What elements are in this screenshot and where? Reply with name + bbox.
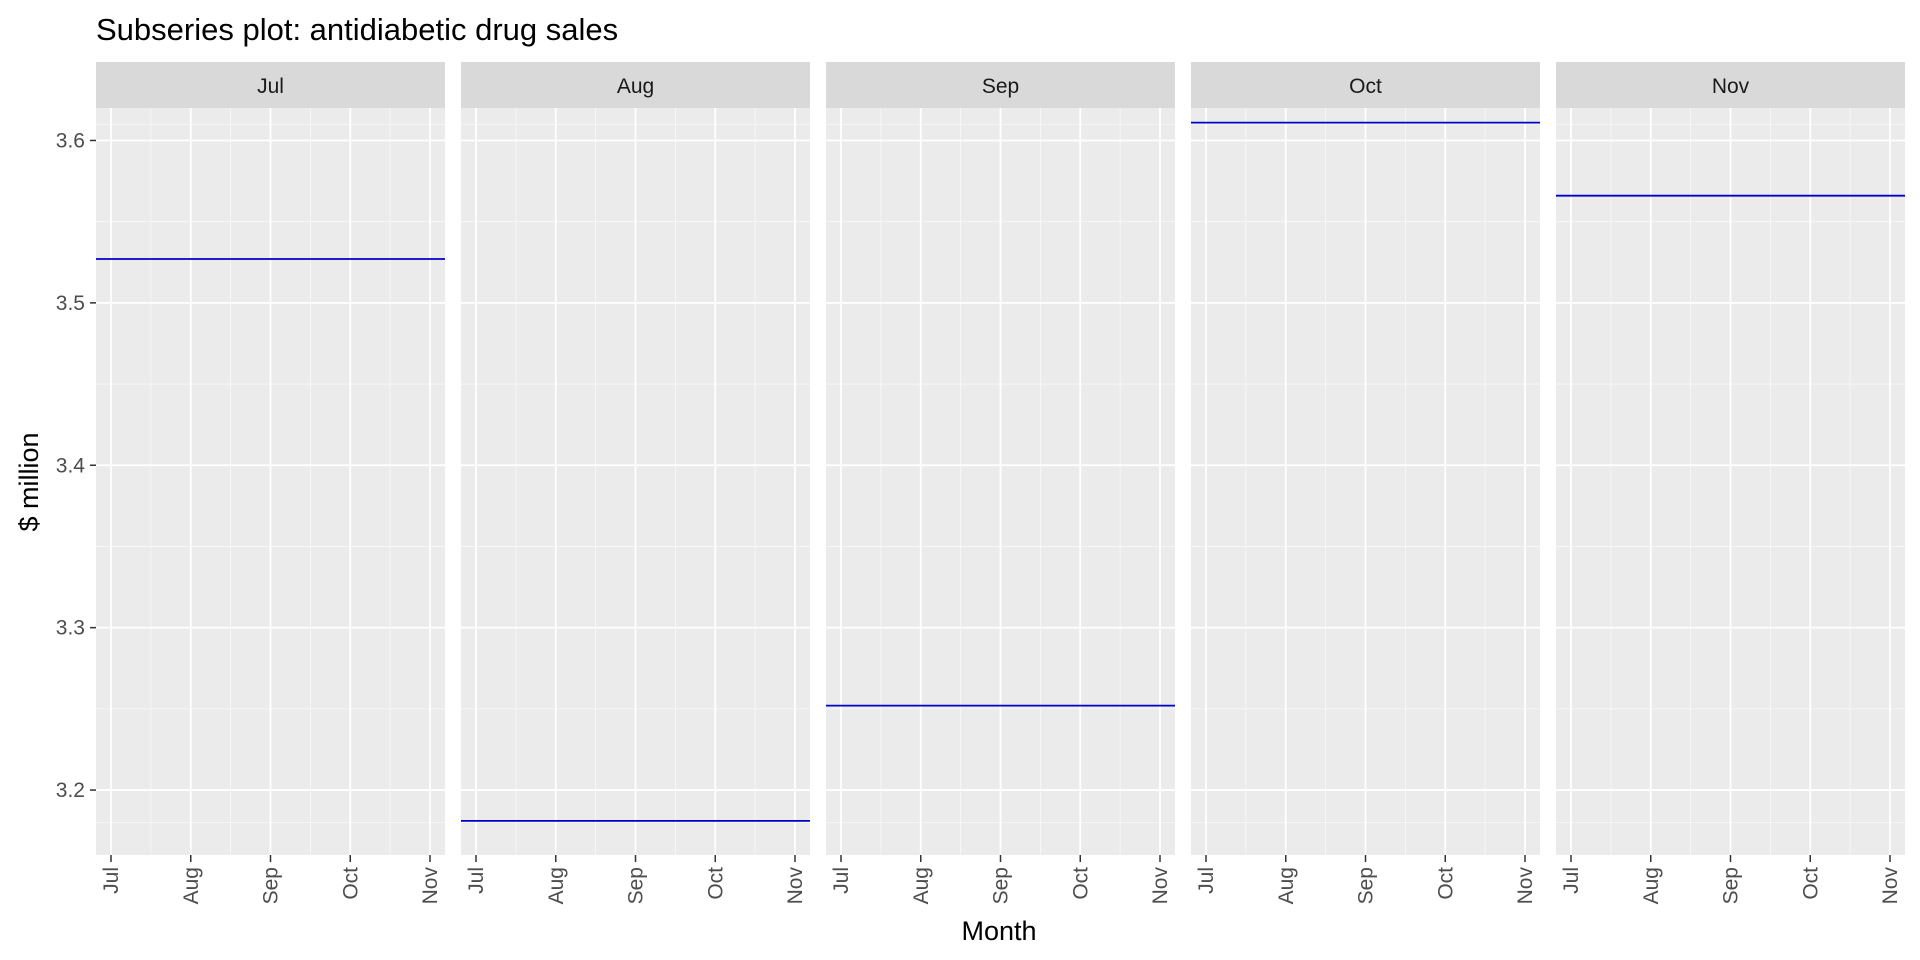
facet-panel-sep: Sep Jul Aug Sep Oct Nov bbox=[826, 62, 1175, 904]
y-tick-label: 3.2 bbox=[56, 779, 85, 802]
x-tick-label: Oct bbox=[1069, 867, 1092, 900]
x-tick-label: Nov bbox=[1514, 867, 1537, 905]
x-tick-label: Nov bbox=[1149, 867, 1172, 905]
x-tick-label: Aug bbox=[1640, 867, 1663, 904]
x-tick-label: Jul bbox=[1560, 867, 1583, 894]
x-tick-label: Oct bbox=[339, 867, 362, 900]
y-tick-label: 3.6 bbox=[56, 129, 85, 152]
facet-strip bbox=[96, 62, 445, 108]
y-tick-label: 3.4 bbox=[56, 454, 86, 477]
y-tick-label: 3.5 bbox=[56, 292, 85, 315]
x-tick-label: Sep bbox=[990, 867, 1013, 904]
facet-strip bbox=[1191, 62, 1540, 108]
x-tick-label: Sep bbox=[1355, 867, 1378, 904]
x-tick-label: Jul bbox=[830, 867, 853, 894]
facet-strip-label: Nov bbox=[1712, 75, 1750, 98]
y-tick-label: 3.3 bbox=[56, 617, 85, 640]
facet-strip-label: Sep bbox=[982, 75, 1019, 98]
x-tick-label: Aug bbox=[180, 867, 203, 904]
x-tick-label: Aug bbox=[545, 867, 568, 904]
facet-panel-aug: Aug Jul Aug Sep Oct Nov bbox=[461, 62, 810, 904]
facet-strip bbox=[1556, 62, 1905, 108]
x-tick-label: Aug bbox=[1275, 867, 1298, 904]
y-axis: 3.2 3.3 3.4 3.5 3.6 bbox=[56, 129, 96, 802]
facet-panel-oct: Oct Jul Aug Sep Oct Nov bbox=[1191, 62, 1540, 904]
x-tick-label: Oct bbox=[1434, 867, 1457, 900]
x-tick-label: Nov bbox=[784, 867, 807, 905]
x-tick-label: Oct bbox=[704, 867, 727, 900]
x-tick-label: Oct bbox=[1799, 867, 1822, 900]
x-tick-label: Sep bbox=[1720, 867, 1743, 904]
x-tick-label: Aug bbox=[910, 867, 933, 904]
facet-strip-label: Aug bbox=[617, 75, 654, 98]
y-axis-title: $ million bbox=[14, 432, 44, 531]
facet-strip-label: Jul bbox=[257, 75, 284, 98]
x-tick-label: Nov bbox=[419, 867, 442, 905]
facet-panel-nov: Nov Jul Aug Sep Oct Nov bbox=[1556, 62, 1905, 904]
facet-strip bbox=[461, 62, 810, 108]
x-tick-label: Nov bbox=[1879, 867, 1902, 905]
x-tick-label: Sep bbox=[260, 867, 283, 904]
x-tick-label: Jul bbox=[100, 867, 123, 894]
facet-strip bbox=[826, 62, 1175, 108]
chart-title: Subseries plot: antidiabetic drug sales bbox=[96, 12, 618, 47]
x-tick-label: Sep bbox=[625, 867, 648, 904]
facet-strip-label: Oct bbox=[1349, 75, 1382, 98]
x-tick-label: Jul bbox=[465, 867, 488, 894]
x-axis-title: Month bbox=[961, 916, 1036, 946]
x-tick-label: Jul bbox=[1195, 867, 1218, 894]
facet-panel-jul: Jul Jul Aug Sep Oct Nov bbox=[96, 62, 445, 904]
